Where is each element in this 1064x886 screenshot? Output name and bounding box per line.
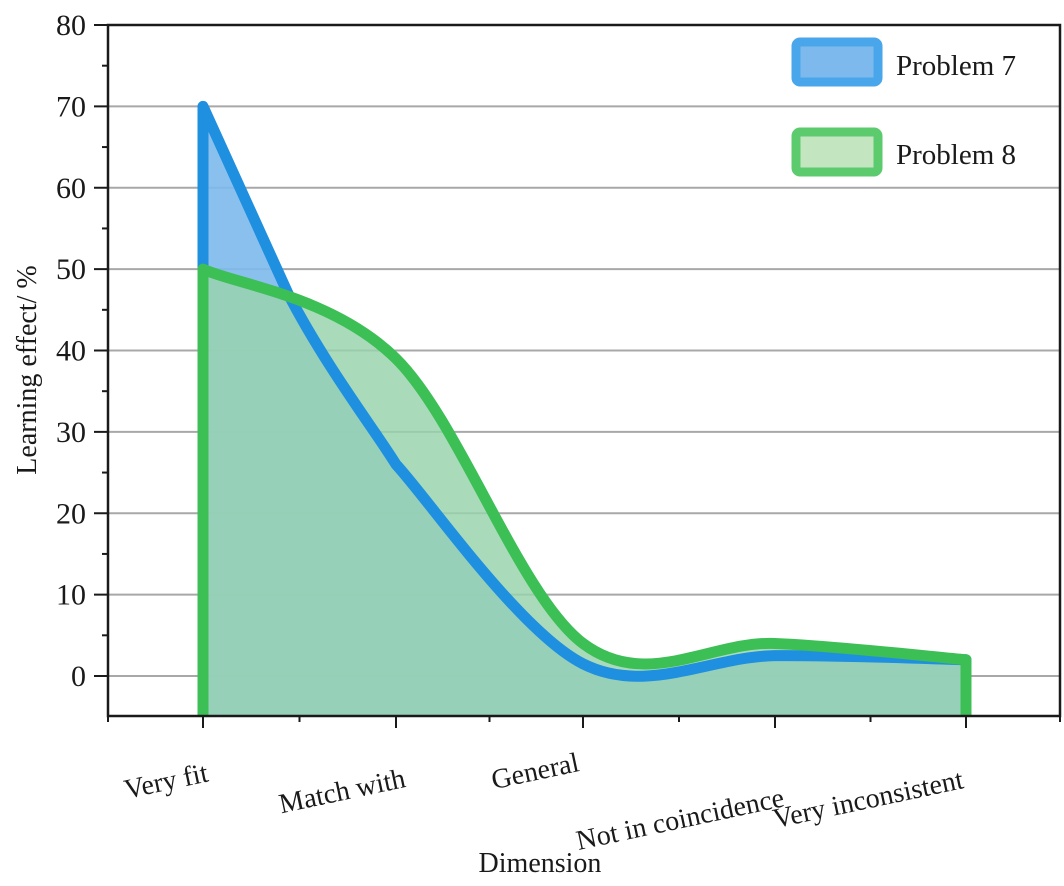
y-tick-label: 10 (56, 579, 86, 612)
y-axis-ticks: 0 10 20 30 40 50 60 70 80 (56, 9, 108, 693)
legend: Problem 7 Problem 8 (791, 37, 1016, 177)
y-tick-label: 80 (56, 9, 86, 42)
x-category-label: Very inconsistent (770, 764, 966, 835)
legend-label-problem-8: Problem 8 (896, 139, 1016, 171)
line-problem-8 (197, 263, 972, 716)
y-tick-label: 20 (56, 497, 86, 530)
x-category-label: General (489, 747, 582, 796)
legend-swatch-problem-8 (791, 127, 883, 177)
line-problem-7 (197, 100, 972, 716)
y-axis-title: Learning effect/ % (12, 265, 43, 474)
overlap-shade (203, 269, 966, 716)
series-areas (197, 100, 972, 716)
area-fill-problem-8 (203, 269, 966, 716)
y-tick-label: 70 (56, 90, 86, 123)
x-category-label: Match with (276, 763, 408, 820)
y-tick-label: 40 (56, 335, 86, 368)
legend-swatch-problem-7 (791, 37, 883, 87)
x-category-label: Very fit (122, 758, 212, 806)
y-tick-label: 30 (56, 416, 86, 449)
y-tick-label: 0 (71, 660, 86, 693)
y-tick-label: 60 (56, 172, 86, 205)
x-axis-title: Dimension (479, 848, 602, 879)
y-tick-label: 50 (56, 253, 86, 286)
legend-label-problem-7: Problem 7 (896, 50, 1016, 82)
x-category-label: Not in coincidence (574, 783, 787, 857)
